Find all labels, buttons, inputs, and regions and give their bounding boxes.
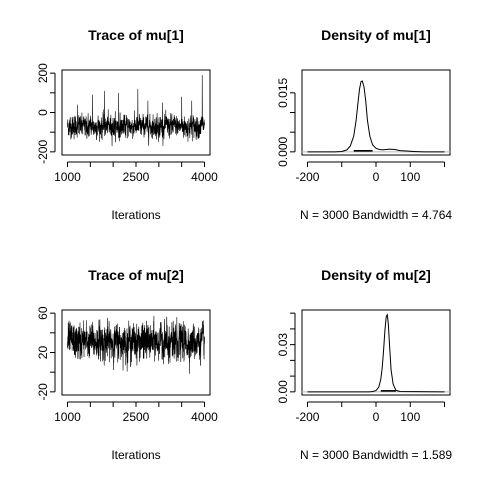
trace-series-line: [67, 315, 205, 374]
x-tick-label: 2500: [123, 170, 150, 184]
x-tick-label: 1000: [54, 170, 81, 184]
density-mu1-frame: [301, 69, 451, 156]
trace-mu2-xlabel: Iterations: [111, 448, 160, 462]
x-tick-label: 0: [373, 410, 380, 424]
trace-mu1-axes: 1000 2500 4000 -200 0 200: [36, 63, 218, 184]
panel-trace-mu1: Trace of mu[1] 1000 2500 4000 -200 0 200 Iter…: [36, 27, 218, 222]
y-tick-label: 0.03: [276, 333, 290, 357]
y-tick-label: -20: [36, 383, 50, 401]
x-tick-label: -200: [295, 170, 319, 184]
x-tick-label: 4000: [191, 170, 218, 184]
density-curve: [307, 80, 445, 153]
x-tick-label: 2500: [123, 410, 150, 424]
trace-mu1-title: Trace of mu[1]: [88, 27, 184, 43]
y-tick-label: 60: [36, 306, 50, 320]
density-mu1-xlabel: N = 3000 Bandwidth = 4.764: [300, 208, 452, 222]
y-tick-label: -200: [36, 140, 50, 164]
x-tick-label: 1000: [54, 410, 81, 424]
density-mu1-title: Density of mu[1]: [321, 27, 431, 43]
x-tick-label: 0: [373, 170, 380, 184]
y-tick-label: 0.015: [276, 77, 290, 107]
density-curve: [307, 313, 445, 393]
density-mu1-series: [302, 80, 450, 153]
trace-mu1-xlabel: Iterations: [111, 208, 160, 222]
y-tick-label: 20: [36, 346, 50, 360]
panel-trace-mu2: Trace of mu[2] 1000 2500 4000 -20 20 60 Itera…: [36, 267, 218, 462]
y-tick-label: 0: [36, 109, 50, 116]
x-tick-label: 4000: [191, 410, 218, 424]
y-tick-label: 200: [36, 63, 50, 83]
density-mu2-series: [302, 313, 450, 393]
density-mu2-title: Density of mu[2]: [321, 267, 431, 283]
y-tick-label: 0.00: [276, 380, 290, 404]
trace-mu1-frame: [61, 69, 211, 156]
density-mu2-xlabel: N = 3000 Bandwidth = 1.589: [300, 448, 452, 462]
density-mu2-frame: [301, 309, 451, 396]
trace-mu2-title: Trace of mu[2]: [88, 267, 184, 283]
density-mu2-axes: -200 0 100 0.00 0.03: [276, 312, 446, 424]
trace-mu2-series: [67, 315, 205, 374]
x-tick-label: 100: [400, 410, 420, 424]
y-tick-label: 0.000: [276, 137, 290, 167]
x-tick-label: -200: [295, 410, 319, 424]
trace-mu2-axes: 1000 2500 4000 -20 20 60: [36, 306, 218, 424]
trace-mu1-series: [67, 75, 205, 147]
trace-mu2-frame: [61, 309, 211, 396]
x-tick-label: 100: [400, 170, 420, 184]
panel-density-mu1: Density of mu[1] -200 0 100 0.000 0.015 N = …: [276, 27, 452, 222]
trace-series-line: [67, 75, 205, 147]
density-mu1-axes: -200 0 100 0.000 0.015: [276, 77, 446, 184]
panel-density-mu2: Density of mu[2] -200 0 100 0.00 0.03 N = 30…: [276, 267, 452, 462]
